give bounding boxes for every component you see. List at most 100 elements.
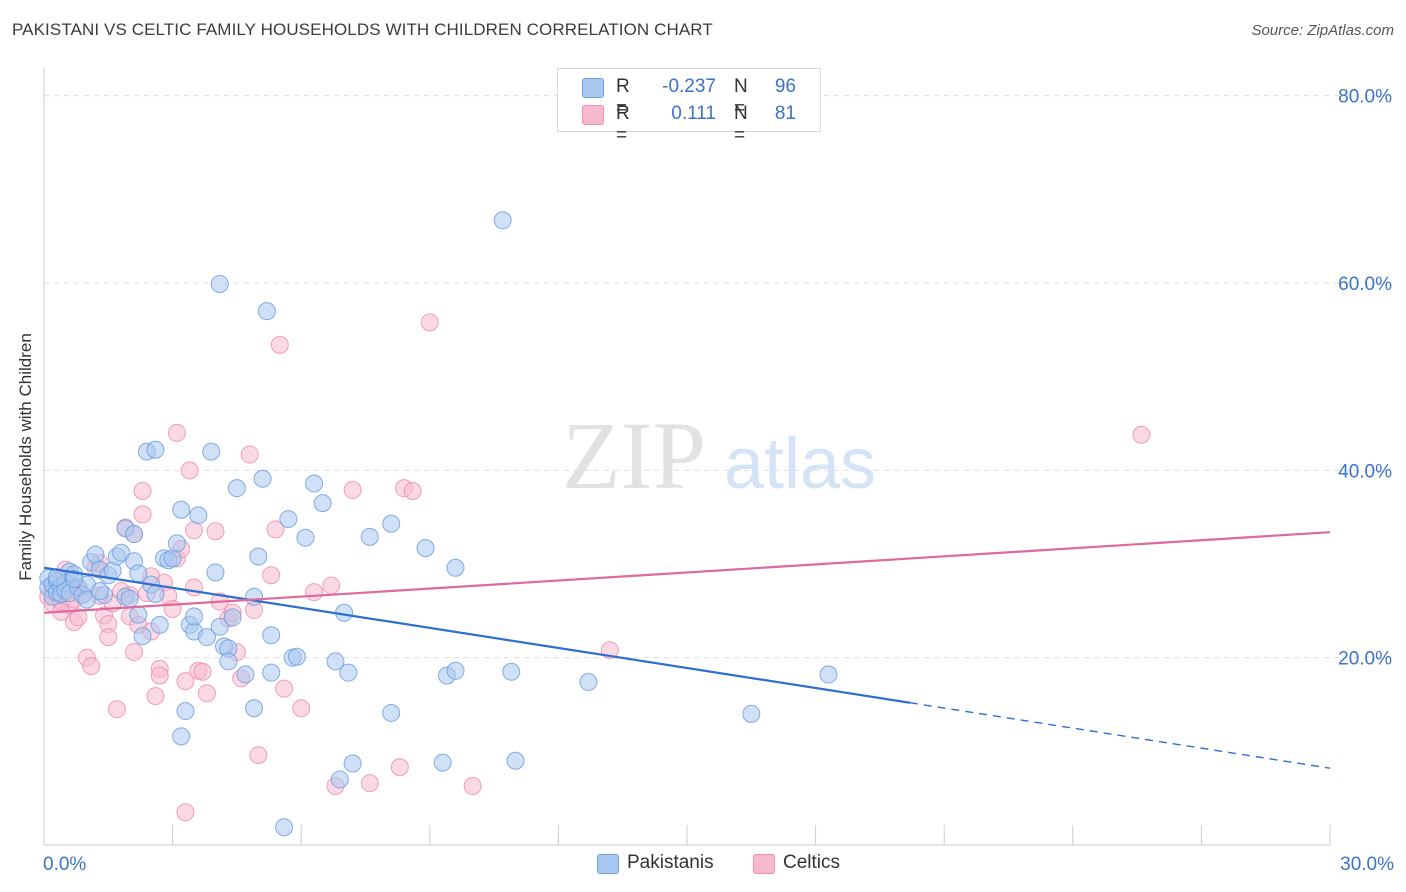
pakistani-point (219, 652, 238, 671)
celtic-point (185, 578, 204, 597)
legend-n-label: N = (734, 103, 748, 146)
trend-lines (43, 531, 1331, 769)
pakistani-point (172, 727, 191, 746)
celtic-point (360, 774, 379, 793)
pakistani-point (257, 302, 276, 321)
celtic-point (125, 643, 144, 662)
pakistani-point (125, 525, 144, 544)
celtic-point (1132, 425, 1151, 444)
celtic-point (275, 679, 294, 698)
pakistani-point (77, 590, 96, 609)
pakistani-point (65, 570, 84, 589)
pakistani-point (223, 608, 242, 627)
legend-swatch-pink (753, 854, 775, 874)
pakistani-point (90, 582, 109, 601)
legend-r-label: R = (616, 103, 630, 146)
stats-legend: R = -0.237 N = 96 R = 0.111 N = 81 (557, 68, 821, 146)
legend-r-value: 0.111 (671, 103, 716, 124)
celtic-point (266, 520, 285, 539)
celtic-point (420, 313, 439, 332)
axes (43, 68, 1331, 846)
celtic-point (403, 481, 422, 500)
pakistani-point (339, 663, 358, 682)
pakistani-point (129, 605, 148, 624)
celtic-point (133, 505, 152, 524)
pakistani-point (343, 754, 362, 773)
pakistani-point (236, 665, 255, 684)
pakistani-point (206, 563, 225, 582)
legend-label: Pakistanis (627, 852, 714, 873)
legend-n-label: N = (734, 76, 748, 119)
source-label: Source: ZipAtlas.com (1251, 22, 1394, 39)
y-tick-label: 20.0% (1338, 649, 1392, 670)
legend-swatch-pink (582, 105, 604, 125)
celtic-point (107, 700, 126, 719)
pakistani-point (167, 534, 186, 553)
celtic-point (240, 445, 259, 464)
pakistani-point (249, 547, 268, 566)
pakistani-point (275, 818, 294, 837)
watermark-zip: ZIP (562, 402, 706, 509)
pakistani-point (305, 474, 324, 493)
pakistani-point (245, 699, 264, 718)
pakistani-point (210, 617, 229, 636)
pakistani-point (279, 510, 298, 529)
pakistani-point (493, 211, 512, 230)
pakistani-point (360, 527, 379, 546)
celtic-point (163, 599, 182, 618)
pakistani-point (120, 589, 139, 608)
celtic-point (167, 423, 186, 442)
pakistani-point (150, 615, 169, 634)
pakistani-point (172, 500, 191, 519)
legend-swatch-blue (582, 78, 604, 98)
pakistani-trend-extension (909, 702, 1331, 769)
pakistani-point (433, 753, 452, 772)
legend-n-value: 96 (774, 76, 796, 97)
celtic-point (185, 521, 204, 540)
celtic-point (193, 662, 212, 681)
pakistani-point (146, 440, 165, 459)
pakistani-point (112, 543, 131, 562)
pakistani-point (819, 665, 838, 684)
legend-r-value: -0.237 (662, 76, 716, 97)
pakistani-point (502, 662, 521, 681)
legend-swatch-blue (597, 854, 619, 874)
pakistani-point (163, 549, 182, 568)
celtic-point (292, 699, 311, 718)
pakistani-point (146, 584, 165, 603)
pakistani-point (326, 652, 345, 671)
watermark-atlas: atlas (724, 424, 876, 504)
celtic-point (82, 657, 101, 676)
tick-labels: 20.0% 40.0% 60.0% 80.0% 0.0% 30.0% (43, 87, 1394, 875)
pakistani-trend-line (43, 566, 911, 704)
pakistani-point (210, 274, 229, 293)
celtic-point (262, 566, 281, 585)
celtic-point (176, 672, 195, 691)
pakistani-point (227, 479, 246, 498)
pakistani-point (296, 528, 315, 547)
pakistani-point (446, 661, 465, 680)
data-points (39, 211, 1151, 837)
y-tick-label: 60.0% (1338, 274, 1392, 295)
pakistani-point (262, 626, 281, 645)
y-axis-label: Family Households with Children (16, 333, 35, 581)
pakistani-point (176, 702, 195, 721)
celtic-point (463, 776, 482, 795)
pakistani-point (382, 514, 401, 533)
x-tick-label: 0.0% (43, 854, 86, 875)
pakistani-point (742, 704, 761, 723)
pakistani-point (202, 442, 221, 461)
pakistani-point (253, 469, 272, 488)
celtic-point (305, 583, 324, 602)
grid-lines (44, 95, 1392, 659)
pakistani-point (245, 587, 264, 606)
celtic-point (322, 576, 341, 595)
celtic-point (180, 461, 199, 480)
y-tick-label: 80.0% (1338, 87, 1392, 108)
pakistani-point (197, 628, 216, 647)
celtic-point (206, 522, 225, 541)
celtic-point (343, 481, 362, 500)
celtic-point (176, 803, 195, 822)
celtic-point (133, 481, 152, 500)
